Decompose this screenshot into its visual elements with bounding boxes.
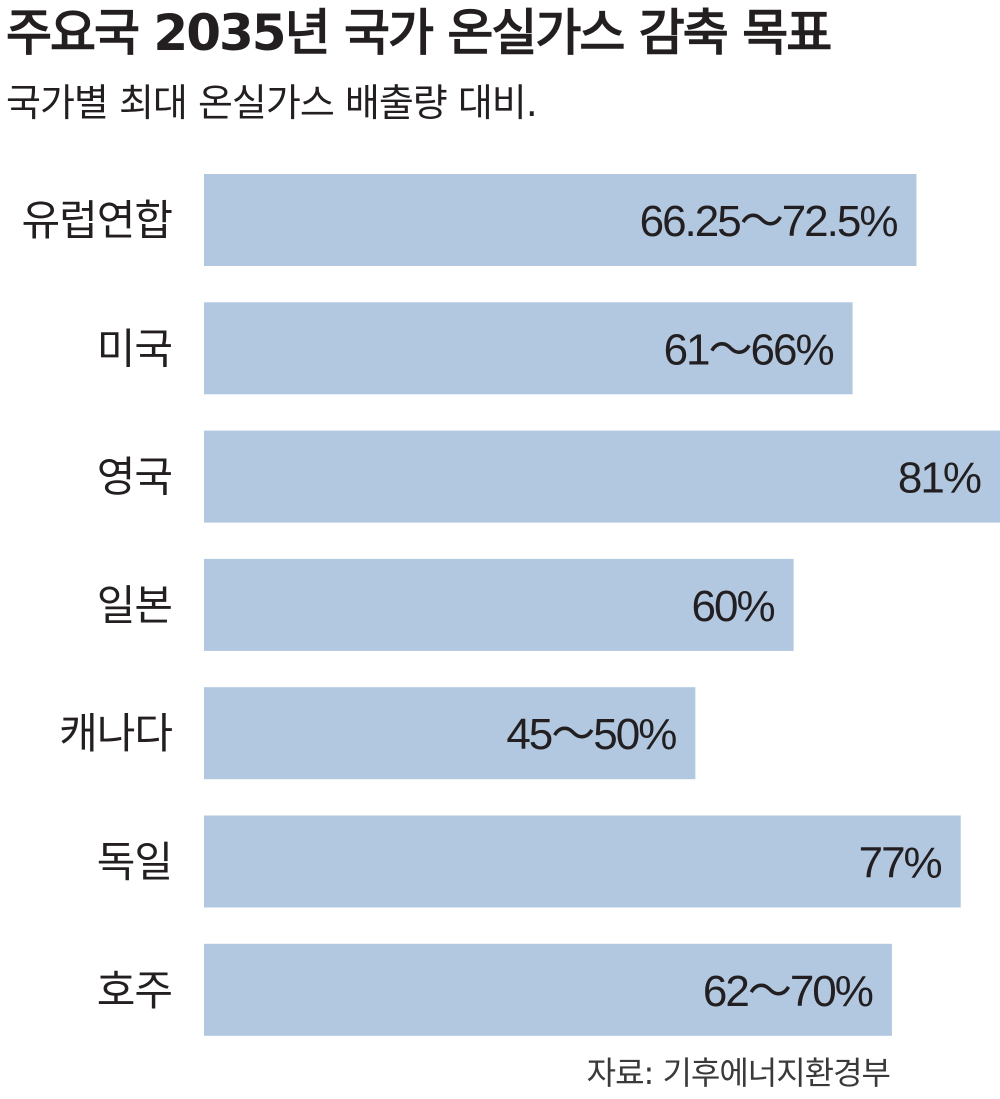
category-label: 일본 bbox=[97, 581, 172, 630]
value-label: 62～70% bbox=[703, 967, 873, 1016]
source-note: 자료: 기후에너지환경부 bbox=[587, 1052, 890, 1094]
value-label: 45～50% bbox=[506, 710, 676, 759]
value-label: 60% bbox=[692, 582, 775, 631]
value-label: 61～66% bbox=[664, 325, 834, 374]
value-label: 81% bbox=[898, 454, 981, 503]
category-label: 미국 bbox=[97, 324, 172, 373]
category-label: 호주 bbox=[97, 966, 172, 1015]
bar bbox=[204, 431, 1000, 523]
value-label: 77% bbox=[859, 839, 942, 888]
category-label: 유럽연합 bbox=[21, 196, 172, 245]
category-label: 독일 bbox=[97, 838, 172, 887]
category-label: 영국 bbox=[97, 453, 172, 502]
category-label: 캐나다 bbox=[59, 709, 172, 758]
bar bbox=[204, 816, 961, 908]
bars-layer: 유럽연합 66.25～72.5% 미국 61～66% 영국 81% 일본 60% 캐나다 45～5… bbox=[21, 174, 1000, 1036]
value-label: 66.25～72.5% bbox=[640, 197, 898, 246]
